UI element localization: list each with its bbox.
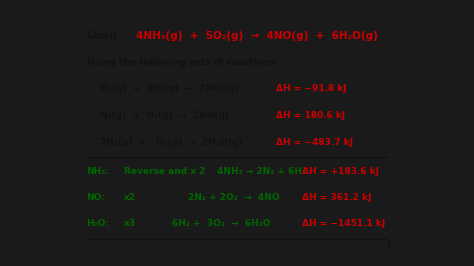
Text: NH₃:: NH₃:	[87, 167, 109, 176]
Text: ΔH = +183.6 kJ: ΔH = +183.6 kJ	[302, 167, 379, 176]
Text: ΔH = 361.2 kJ: ΔH = 361.2 kJ	[302, 193, 372, 202]
Text: NO:: NO:	[87, 193, 106, 202]
Text: 4NH₃ → 2N₂ + 6H₂: 4NH₃ → 2N₂ + 6H₂	[218, 167, 306, 176]
Text: ΔH = −91.8 kJ: ΔH = −91.8 kJ	[276, 84, 347, 93]
Text: 4NH₃(g)  +  5O₂(g)  →  4NO(g)  +  6H₂O(g): 4NH₃(g) + 5O₂(g) → 4NO(g) + 6H₂O(g)	[136, 31, 377, 41]
Text: N₂(g)  +  O₂(g)  →  2NO(g): N₂(g) + O₂(g) → 2NO(g)	[100, 111, 228, 120]
Text: 2H₂(g)  +   O₂(g)  →  2H₂O(g): 2H₂(g) + O₂(g) → 2H₂O(g)	[100, 138, 242, 147]
Text: ΔH = −483.7 kJ: ΔH = −483.7 kJ	[276, 138, 354, 147]
Text: x2: x2	[124, 193, 136, 202]
Text: Goal:: Goal:	[87, 31, 117, 41]
Text: N₂(g)  +  3H₂(g)  →  2NH₃(g): N₂(g) + 3H₂(g) → 2NH₃(g)	[100, 84, 238, 93]
Text: ΔH = −1451.1 kJ: ΔH = −1451.1 kJ	[302, 219, 386, 228]
Text: ΔH = 180.6 kJ: ΔH = 180.6 kJ	[276, 111, 346, 120]
Text: Using the following sets of reactions:: Using the following sets of reactions:	[87, 58, 277, 67]
Text: 2N₂ + 2O₂  →  4NO: 2N₂ + 2O₂ → 4NO	[188, 193, 280, 202]
Text: 6H₂ +  3O₂  →  6H₂O: 6H₂ + 3O₂ → 6H₂O	[172, 219, 270, 228]
Text: Reverse and x 2: Reverse and x 2	[124, 167, 206, 176]
Text: 3: 3	[385, 242, 391, 251]
Text: x3: x3	[124, 219, 136, 228]
Text: H₂O:: H₂O:	[87, 219, 109, 228]
